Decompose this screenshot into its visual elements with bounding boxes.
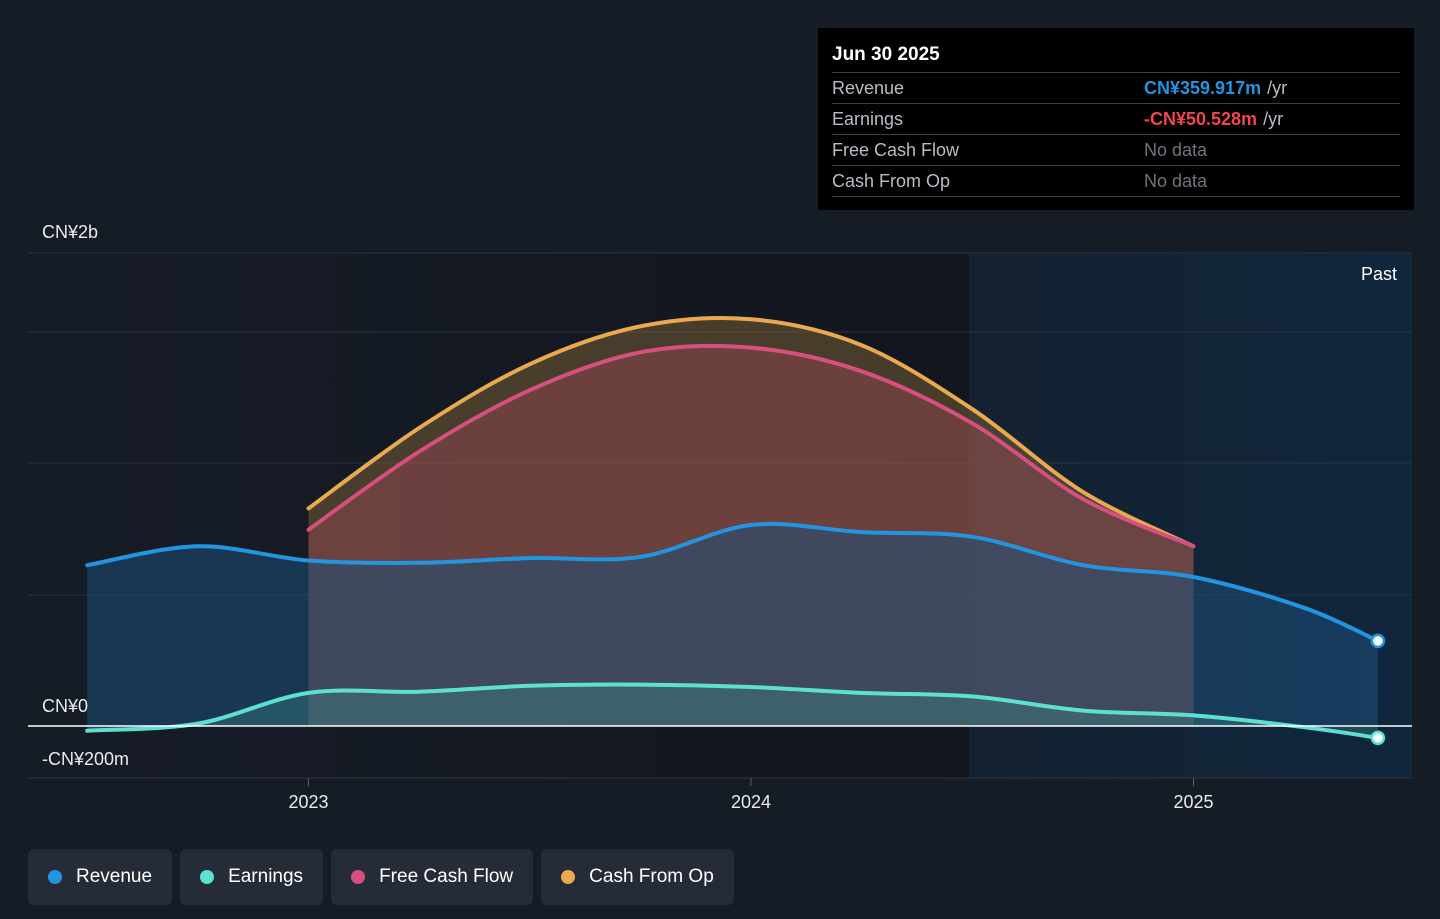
y-tick-label: -CN¥200m	[42, 749, 129, 769]
legend: Revenue Earnings Free Cash Flow Cash Fro…	[28, 849, 734, 905]
tooltip-date: Jun 30 2025	[832, 42, 1400, 73]
tooltip: Jun 30 2025 Revenue CN¥359.917m /yr Earn…	[818, 28, 1414, 210]
tooltip-value: CN¥359.917m	[1144, 78, 1262, 98]
revenue-dot-icon	[48, 870, 62, 884]
revenue-line	[85, 521, 1380, 643]
x-tick-label: 2023	[288, 792, 328, 812]
tooltip-row-cash-from-op: Cash From Op No data	[832, 166, 1400, 197]
tooltip-value: No data	[1144, 171, 1208, 191]
legend-label: Cash From Op	[589, 866, 714, 887]
y-tick-label: CN¥2b	[42, 222, 98, 242]
tooltip-row-earnings: Earnings -CN¥50.528m /yr	[832, 104, 1400, 135]
free-cash-flow-dot-icon	[351, 870, 366, 884]
axis-ticks: 2023 2024 2025 CN¥2b CN¥0 -CN¥200m	[42, 222, 1214, 812]
earnings-end-marker[interactable]	[1370, 730, 1386, 746]
x-tick-label: 2025	[1173, 792, 1213, 812]
past-label: Past	[1361, 264, 1397, 284]
tooltip-row-revenue: Revenue CN¥359.917m /yr	[832, 73, 1400, 104]
y-tick-label: CN¥0	[42, 696, 88, 716]
earnings-line	[85, 682, 1380, 740]
legend-item-cash-from-op[interactable]: Cash From Op	[541, 849, 734, 905]
tooltip-label: Earnings	[832, 109, 904, 129]
tooltip-value: No data	[1144, 140, 1208, 160]
revenue-area	[87, 523, 1378, 726]
series-lines	[28, 315, 1412, 746]
tooltip-row-free-cash-flow: Free Cash Flow No data	[832, 135, 1400, 166]
tooltip-label: Free Cash Flow	[832, 140, 960, 160]
earnings-area	[87, 684, 1378, 738]
legend-item-revenue[interactable]: Revenue	[28, 849, 173, 905]
legend-label: Free Cash Flow	[379, 866, 514, 887]
cash-from-op-line	[306, 315, 1196, 549]
legend-item-free-cash-flow[interactable]: Free Cash Flow	[331, 849, 534, 905]
series-areas	[87, 317, 1378, 738]
tooltip-label: Cash From Op	[832, 171, 951, 191]
legend-label: Revenue	[76, 866, 153, 887]
tooltip-unit: /yr	[1267, 78, 1288, 98]
tooltip-unit: /yr	[1263, 109, 1284, 129]
tooltip-value: -CN¥50.528m	[1144, 109, 1258, 129]
x-tick-label: 2024	[731, 792, 771, 812]
free-cash-flow-line	[306, 343, 1196, 549]
earnings-dot-icon	[200, 870, 215, 884]
cash-from-op-dot-icon	[561, 870, 576, 884]
legend-item-earnings[interactable]: Earnings	[180, 849, 324, 905]
tooltip-label: Revenue	[832, 78, 905, 98]
revenue-end-marker[interactable]	[1370, 633, 1386, 649]
legend-label: Earnings	[228, 866, 304, 887]
